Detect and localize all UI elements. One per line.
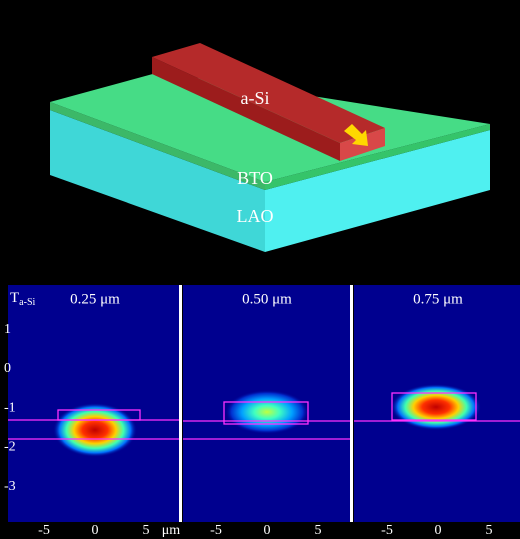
arrow [344,124,368,146]
mode-panels: Ta-Si [8,285,520,522]
bto-left-edge [50,102,265,190]
label-bto: BTO [237,168,273,188]
label-lao: LAO [237,206,274,226]
y-tick-label: -1 [4,400,16,415]
mode [391,384,481,430]
x-tick-label: 5 [486,523,493,538]
x-tick-label: -5 [381,523,393,538]
y-tick-label: -2 [4,440,16,455]
x-tick-label: 0 [435,523,442,538]
lao-left-face [50,110,265,252]
panel-title: 0.25 μm [70,291,120,307]
x-tick-label: -5 [210,523,222,538]
panel-title: 0.75 μm [413,291,463,307]
lao-right-face [265,130,490,252]
x-tick-label: -5 [38,523,50,538]
label-asi: a-Si [241,88,270,108]
mode [225,390,309,434]
si-side [152,57,340,161]
y-tick-label: -3 [4,479,16,494]
x-tick-label: 0 [92,523,99,538]
x-tick-label: 5 [315,523,322,538]
symbol: Ta-Si [10,290,36,308]
bto-right-edge [265,124,490,190]
x-unit: μm [162,523,181,538]
panel-title: 0.50 μm [242,291,292,307]
si-top [152,43,385,143]
x-tick-label: 5 [143,523,150,538]
mode [53,403,137,457]
y-tick-label: 1 [4,322,11,337]
x-tick-label: 0 [264,523,271,538]
y-tick-label: 0 [4,361,11,376]
